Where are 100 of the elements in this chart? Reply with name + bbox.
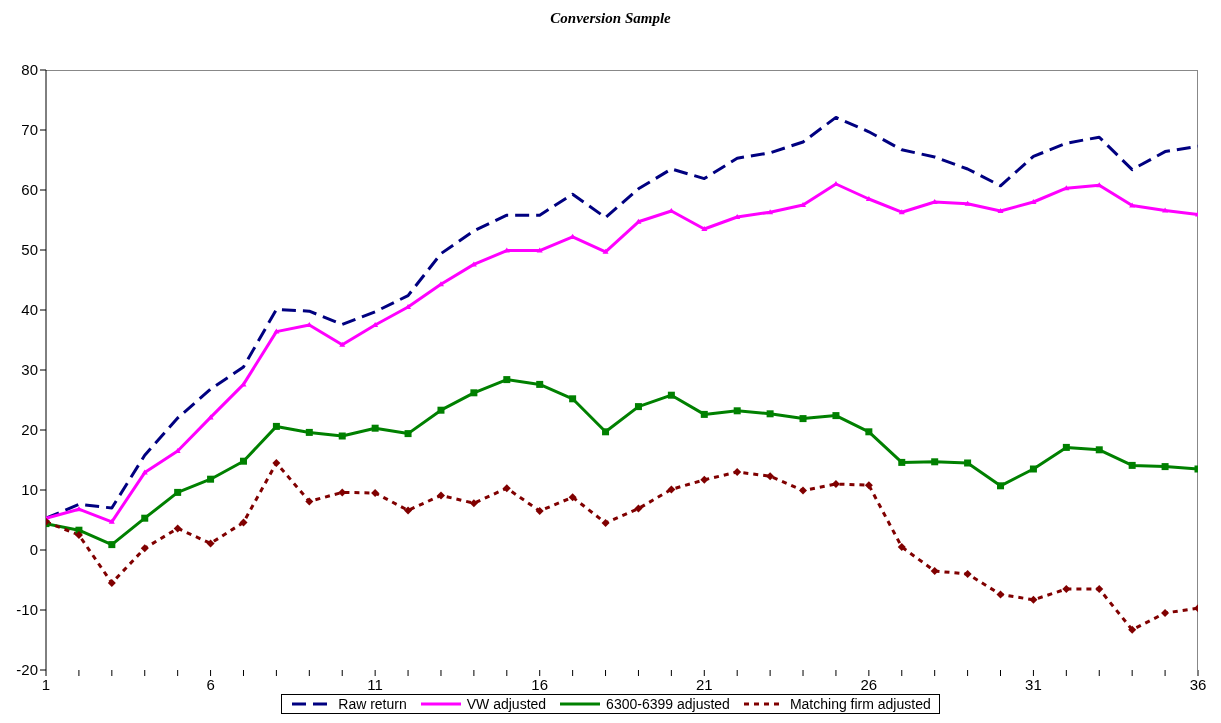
point [997,482,1005,490]
legend-label: 6300-6399 adjusted [606,696,730,712]
point [1062,443,1070,451]
y-tick-label: 40 [21,301,38,319]
point [766,472,775,481]
point [470,389,478,397]
point [273,328,280,334]
x-tick-label: 1 [41,676,51,693]
y-tick-label: 70 [21,121,38,139]
point [996,590,1005,599]
point [1063,185,1070,191]
point [239,518,248,527]
point [667,485,676,494]
point [372,322,379,327]
point [930,567,939,575]
x-tick-label: 16 [531,676,549,693]
point [1129,202,1136,208]
point [1161,609,1170,617]
point [469,499,478,508]
legend-label: Raw return [338,696,407,712]
legend-label: Matching firm adjusted [789,696,931,712]
point [897,543,906,551]
x-tick-label: 26 [860,676,878,693]
point [766,410,774,418]
y-tick-label: 20 [21,421,38,439]
x-tick-label: 31 [1025,676,1042,693]
point [1062,585,1071,593]
point [898,458,906,466]
point [964,459,972,467]
point [108,518,115,524]
point [338,432,346,440]
point [832,412,840,420]
point [635,218,642,224]
point [601,519,610,527]
point [1161,463,1169,471]
point [502,484,511,493]
y-tick-label: 60 [21,181,38,199]
point [404,430,412,438]
point [602,428,610,436]
point [305,497,314,506]
point [964,200,971,206]
legend-label: VW adjusted [466,696,547,712]
point [437,406,445,414]
point [634,504,643,513]
point [1095,446,1103,454]
point [898,209,905,215]
point [865,428,873,436]
point [108,541,116,549]
point [305,428,313,436]
x-tick-label: 11 [367,676,383,693]
x-tick-label: 36 [1189,676,1207,693]
point [602,248,609,254]
chart-title: Conversion Sample [549,10,672,27]
point [1029,595,1038,604]
point [701,226,708,231]
point [700,410,708,418]
point [272,422,280,430]
point [206,539,215,548]
y-tick-label: -20 [16,661,38,679]
point [733,407,741,415]
point [140,544,149,553]
y-tick-label: 50 [21,241,38,259]
point [371,424,379,432]
y-tick-label: 0 [29,541,38,559]
point [1095,585,1104,593]
point [74,531,83,539]
point [436,491,445,500]
point [535,507,544,515]
point [634,403,642,411]
point [1029,465,1037,473]
point [107,579,116,587]
point [568,493,577,502]
y-tick-label: 10 [21,481,38,499]
point [800,202,807,207]
y-tick-label: -10 [16,601,38,619]
point [141,469,148,475]
point [931,458,939,466]
point [667,391,675,399]
point [799,486,808,495]
point [1128,461,1136,469]
point [141,514,149,522]
point [207,475,215,483]
point [339,341,346,347]
point [569,395,577,403]
point [1128,625,1137,634]
point [864,481,873,490]
point [536,247,543,253]
y-tick-label: 80 [21,61,38,79]
x-tick-label: 6 [206,676,215,693]
point [405,304,412,309]
point [700,475,709,484]
point [239,457,247,465]
y-tick-label: 30 [21,361,38,379]
point [997,208,1004,213]
point [371,489,380,497]
point [733,468,742,476]
point [799,415,807,423]
point [404,506,413,515]
point [503,376,511,384]
point [536,380,544,388]
